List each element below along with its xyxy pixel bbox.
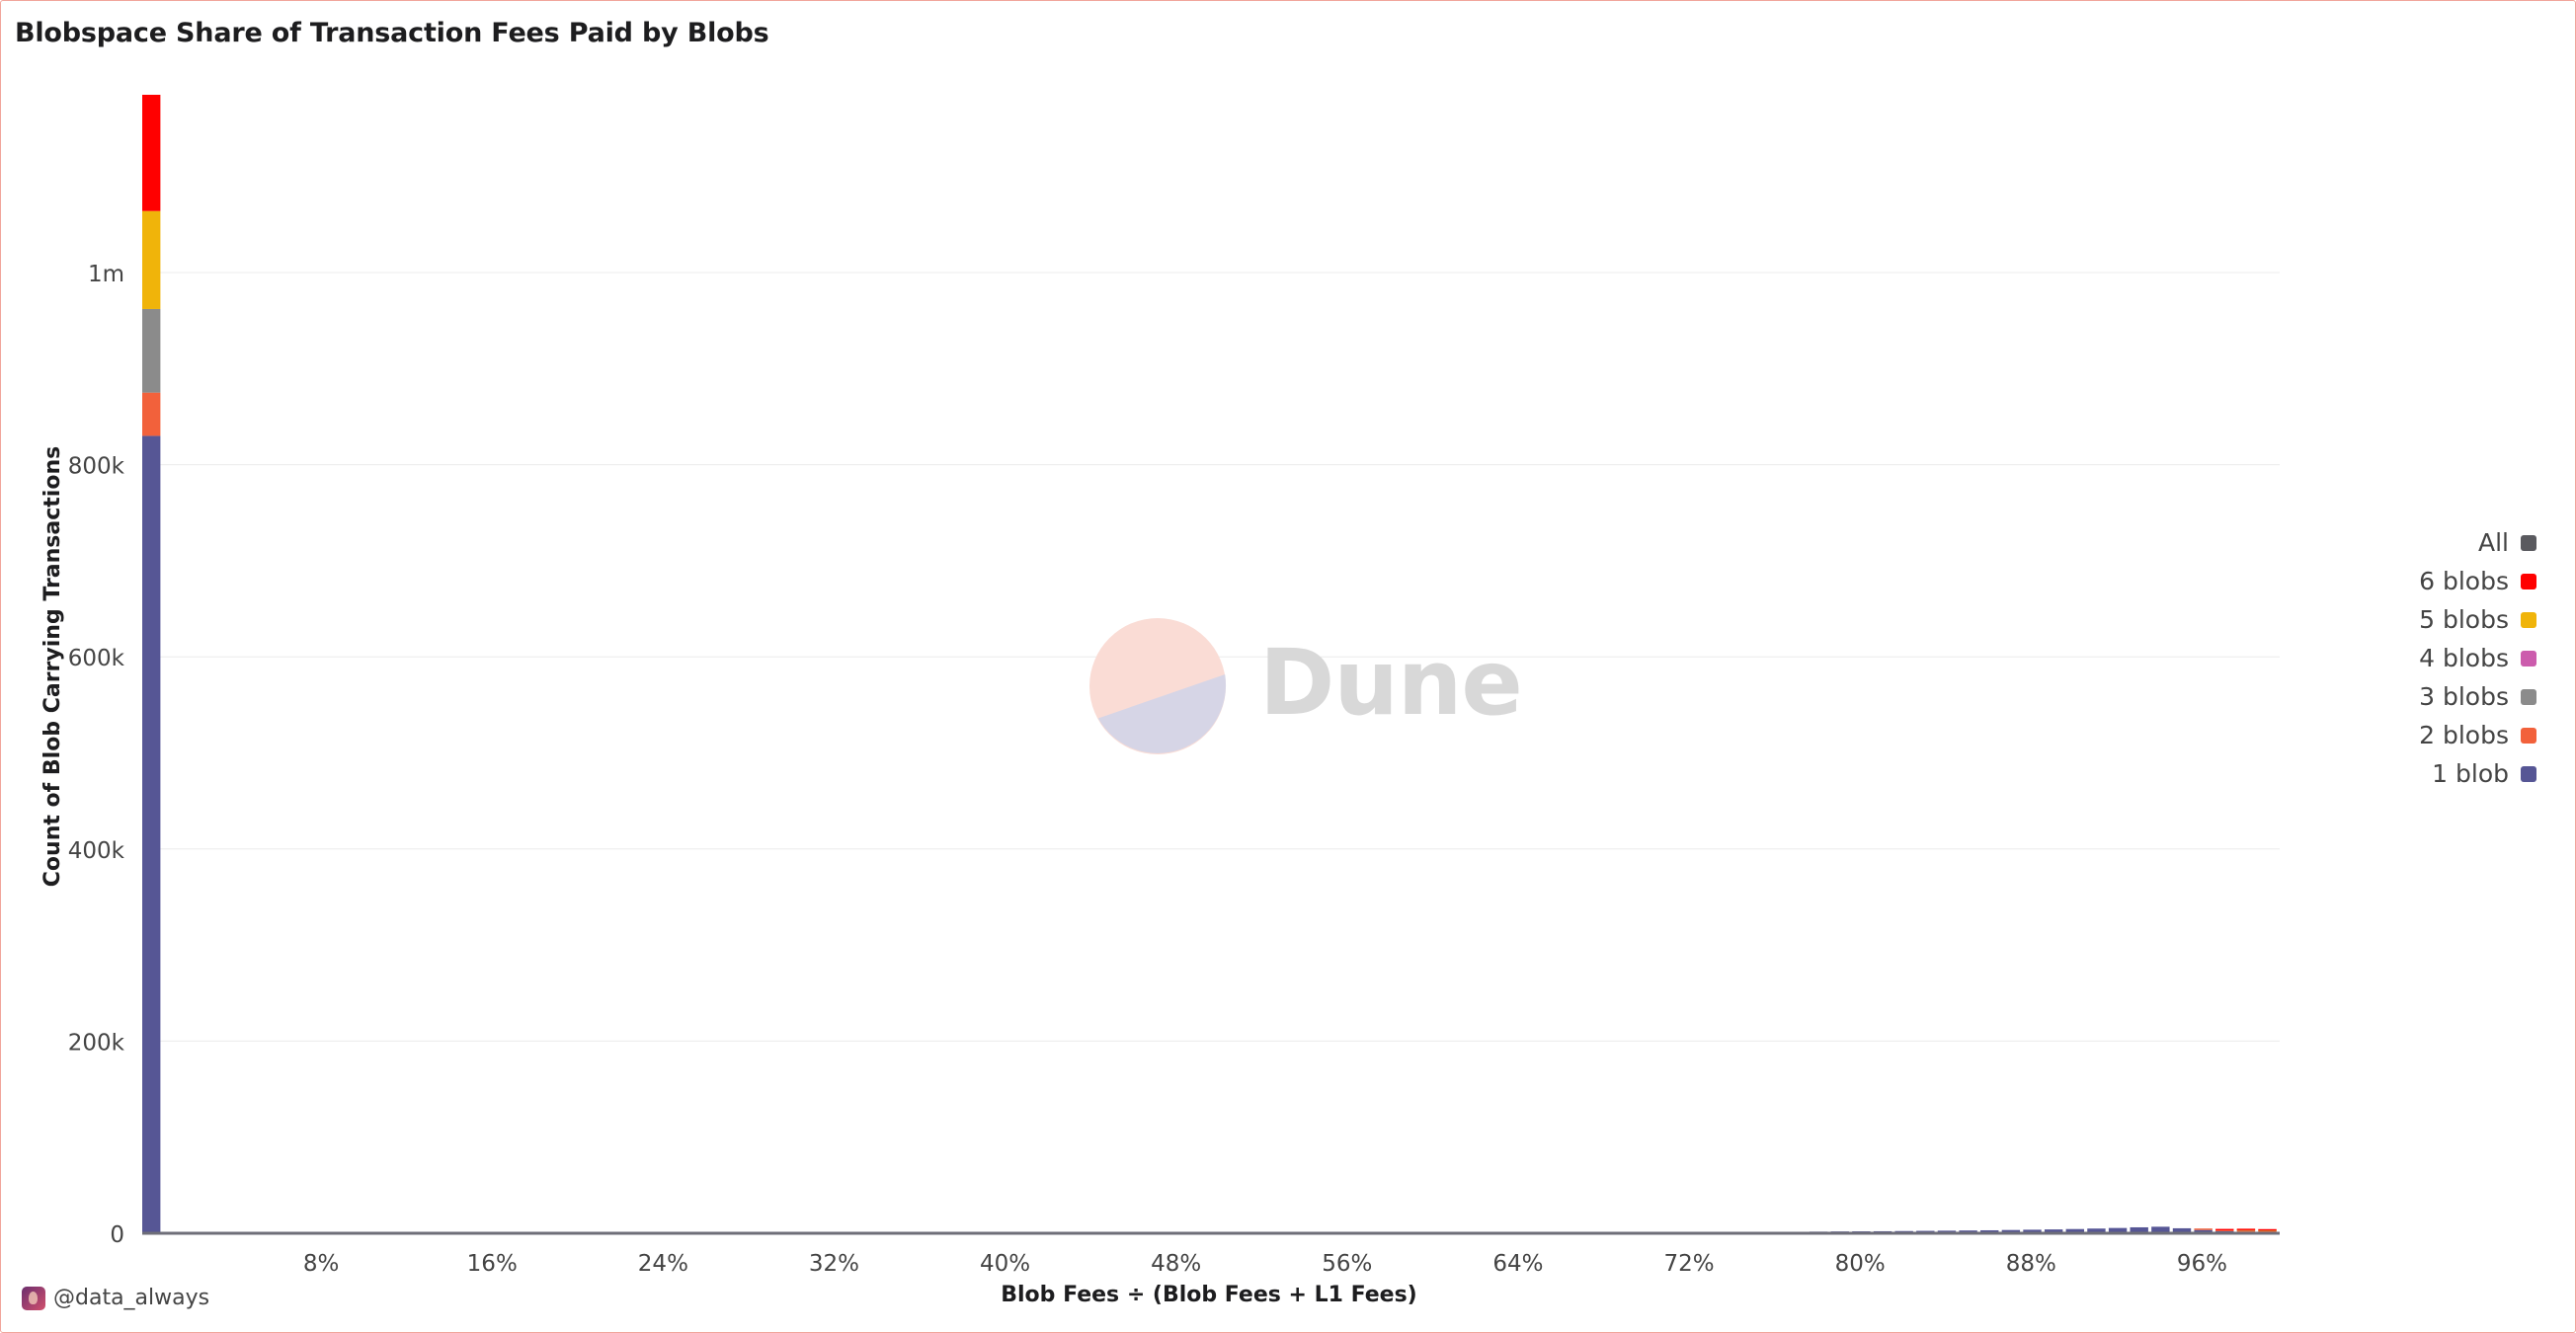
x-tick-label: 16% bbox=[467, 1251, 518, 1277]
legend-swatch bbox=[2521, 688, 2536, 705]
legend-swatch bbox=[2521, 534, 2536, 551]
bar-1-blob[interactable] bbox=[2108, 1227, 2128, 1233]
x-tick-label: 56% bbox=[1322, 1251, 1372, 1277]
author-avatar bbox=[22, 1286, 45, 1310]
bar-2-blobs[interactable] bbox=[2258, 1230, 2277, 1232]
author-credit[interactable]: @data_always bbox=[22, 1286, 209, 1310]
x-tick-label: 40% bbox=[980, 1251, 1030, 1277]
x-tick-label: 96% bbox=[2177, 1251, 2227, 1277]
gridlines bbox=[142, 272, 2280, 1042]
bar-1-blob[interactable] bbox=[2087, 1228, 2106, 1233]
axes: 0 200k 400k 600k 800k 1m 8% 16% 24% 32% 40% 48% 56% 6… bbox=[68, 262, 2280, 1277]
y-tick-label: 600k bbox=[68, 646, 125, 671]
legend-label: All bbox=[2478, 528, 2509, 557]
x-tick-label: 8% bbox=[303, 1251, 340, 1277]
bar-1-blob[interactable] bbox=[142, 435, 161, 1233]
legend-item[interactable]: 2 blobs bbox=[2299, 716, 2536, 754]
bar-6-blobs[interactable] bbox=[142, 94, 161, 211]
bar-3-blobs[interactable] bbox=[142, 308, 161, 393]
legend-label: 4 blobs bbox=[2419, 644, 2509, 672]
dune-logo-icon bbox=[1089, 618, 1227, 754]
bar-1-blob[interactable] bbox=[2023, 1229, 2042, 1233]
legend-label: 3 blobs bbox=[2419, 682, 2509, 711]
y-tick-label: 400k bbox=[68, 838, 125, 864]
legend-item[interactable]: All bbox=[2299, 523, 2536, 562]
y-axis-label: Count of Blob Carrying Transactions bbox=[40, 446, 65, 887]
y-tick-label: 200k bbox=[68, 1030, 125, 1056]
dune-watermark-text: Dune bbox=[1259, 630, 1523, 736]
legend-label: 6 blobs bbox=[2419, 567, 2509, 595]
x-tick-label: 48% bbox=[1151, 1251, 1201, 1277]
bar-2-blobs[interactable] bbox=[2215, 1229, 2234, 1231]
bar-6-blobs[interactable] bbox=[2215, 1228, 2234, 1231]
bar-6-blobs[interactable] bbox=[2258, 1228, 2277, 1231]
x-tick-label: 24% bbox=[638, 1251, 688, 1277]
x-tick-label: 72% bbox=[1664, 1251, 1715, 1277]
x-axis-label: Blob Fees ÷ (Blob Fees + L1 Fees) bbox=[1001, 1283, 1416, 1307]
bar-1-blob[interactable] bbox=[1980, 1229, 1999, 1233]
legend-label: 2 blobs bbox=[2419, 721, 2509, 749]
x-tick-label: 88% bbox=[2006, 1251, 2056, 1277]
y-tick-label: 1m bbox=[88, 262, 124, 287]
x-tick-label: 80% bbox=[1835, 1251, 1886, 1277]
legend-item[interactable]: 6 blobs bbox=[2299, 562, 2536, 600]
legend-swatch bbox=[2521, 573, 2536, 589]
legend-label: 1 blob bbox=[2432, 759, 2509, 788]
x-tick-label: 64% bbox=[1492, 1251, 1543, 1277]
bar-1-blob[interactable] bbox=[2151, 1226, 2170, 1233]
bar-1-blob[interactable] bbox=[2194, 1229, 2213, 1233]
bar-2-blobs[interactable] bbox=[2194, 1228, 2213, 1230]
bar-1-blob[interactable] bbox=[2130, 1226, 2148, 1233]
author-handle: @data_always bbox=[53, 1286, 210, 1310]
bar-1-blob[interactable] bbox=[2065, 1228, 2084, 1233]
x-tick-label: 32% bbox=[809, 1251, 859, 1277]
bar-2-blobs[interactable] bbox=[2236, 1229, 2256, 1232]
legend: All 6 blobs 5 blobs 4 blobs 3 blobs 2 blobs 1 … bbox=[2299, 523, 2536, 793]
chart-title: Blobspace Share of Transaction Fees Paid… bbox=[15, 18, 769, 48]
legend-label: 5 blobs bbox=[2419, 605, 2509, 634]
bar-1-blob[interactable] bbox=[2001, 1229, 2021, 1233]
legend-swatch bbox=[2521, 765, 2536, 782]
legend-swatch bbox=[2521, 611, 2536, 628]
legend-item[interactable]: 1 blob bbox=[2299, 754, 2536, 793]
legend-item[interactable]: 5 blobs bbox=[2299, 600, 2536, 639]
legend-swatch bbox=[2521, 650, 2536, 666]
bar-1-blob[interactable] bbox=[2044, 1229, 2063, 1233]
bar-6-blobs[interactable] bbox=[2236, 1228, 2256, 1230]
y-tick-label: 800k bbox=[68, 454, 125, 480]
legend-item[interactable]: 3 blobs bbox=[2299, 677, 2536, 716]
legend-item[interactable]: 4 blobs bbox=[2299, 639, 2536, 677]
bar-2-blobs[interactable] bbox=[142, 392, 161, 436]
bar-1-blob[interactable] bbox=[2172, 1227, 2192, 1233]
legend-swatch bbox=[2521, 727, 2536, 744]
bar-5-blobs[interactable] bbox=[142, 210, 161, 309]
y-tick-label: 0 bbox=[110, 1222, 124, 1248]
